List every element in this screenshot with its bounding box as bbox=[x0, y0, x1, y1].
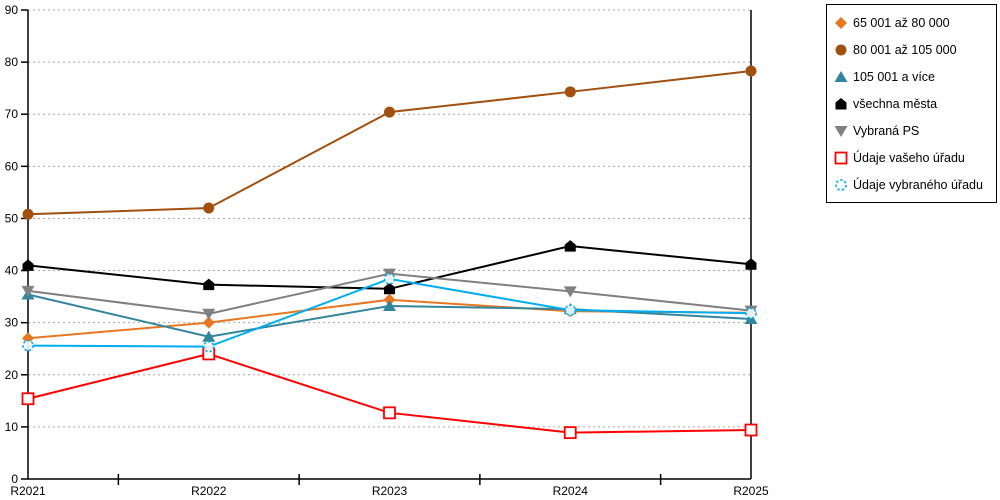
data-point-marker bbox=[384, 106, 395, 118]
y-tick-label: 0 bbox=[11, 472, 18, 486]
data-point-marker bbox=[564, 240, 576, 252]
y-tick-label: 80 bbox=[5, 55, 19, 69]
data-point-marker bbox=[202, 308, 216, 320]
y-tick-label: 60 bbox=[5, 159, 19, 173]
legend-item: 105 001 a více bbox=[833, 63, 990, 90]
data-point-marker bbox=[745, 258, 757, 270]
data-point-marker bbox=[564, 86, 576, 98]
legend-box: 65 001 až 80 000 80 001 až 105 000 105 001… bbox=[826, 4, 997, 203]
data-point-marker bbox=[383, 299, 396, 311]
data-point-marker bbox=[563, 426, 577, 440]
legend-item: 80 001 až 105 000 bbox=[833, 36, 990, 63]
data-point-marker bbox=[563, 286, 577, 298]
legend-label: 105 001 a více bbox=[853, 69, 936, 84]
y-tick-label: 30 bbox=[5, 316, 19, 330]
y-tick-label: 90 bbox=[5, 3, 19, 17]
y-tick-label: 50 bbox=[5, 211, 19, 225]
legend-marker-glyph bbox=[834, 125, 848, 137]
data-point-marker bbox=[383, 273, 396, 285]
diamond-icon bbox=[833, 15, 853, 31]
legend-marker-glyph bbox=[835, 97, 847, 109]
data-point-marker bbox=[835, 97, 847, 109]
x-category-label: R2023 bbox=[372, 484, 408, 498]
triangle-down-icon bbox=[833, 123, 853, 139]
data-point-marker bbox=[21, 285, 35, 297]
legend-marker-glyph bbox=[834, 70, 848, 82]
data-point-marker bbox=[744, 313, 758, 325]
legend-label: Údaje vybraného úřadu bbox=[853, 177, 983, 192]
data-point-marker bbox=[22, 208, 34, 220]
data-point-marker bbox=[21, 392, 35, 406]
legend-item: Údaje vašeho úřadu bbox=[833, 144, 990, 171]
legend-label: všechna města bbox=[853, 96, 938, 111]
x-category-label: R2025 bbox=[733, 484, 769, 498]
legend-marker-glyph bbox=[835, 178, 847, 191]
data-point-marker bbox=[835, 44, 847, 55]
data-point-marker bbox=[745, 65, 757, 77]
data-point-marker bbox=[834, 151, 848, 164]
data-point-marker bbox=[834, 70, 848, 82]
data-point-marker bbox=[835, 16, 847, 29]
data-point-marker bbox=[745, 307, 757, 320]
x-category-label: R2021 bbox=[10, 484, 46, 498]
y-tick-label: 20 bbox=[5, 368, 19, 382]
data-point-marker bbox=[835, 178, 847, 191]
data-point-marker bbox=[383, 293, 396, 306]
data-point-marker bbox=[383, 406, 396, 420]
y-tick-label: 40 bbox=[5, 264, 19, 278]
legend-marker-glyph bbox=[834, 151, 848, 164]
x-category-label: R2022 bbox=[191, 484, 227, 498]
y-tick-label: 10 bbox=[5, 420, 19, 434]
data-point-marker bbox=[384, 282, 395, 295]
legend-marker-glyph bbox=[835, 16, 847, 29]
legend-label: Údaje vašeho úřadu bbox=[853, 150, 965, 165]
data-point-marker bbox=[834, 125, 848, 137]
legend-item: Vybraná PS bbox=[833, 117, 990, 144]
legend-marker-glyph bbox=[835, 44, 847, 55]
x-category-label: R2024 bbox=[553, 484, 589, 498]
data-point-marker bbox=[744, 423, 758, 437]
legend-label: 80 001 až 105 000 bbox=[853, 42, 957, 57]
data-point-marker bbox=[203, 202, 215, 214]
open-circle-dashed-icon bbox=[833, 177, 853, 193]
data-point-marker bbox=[22, 259, 34, 271]
legend-item: Údaje vybraného úřadu bbox=[833, 171, 990, 198]
y-tick-label: 70 bbox=[5, 107, 19, 121]
data-point-marker bbox=[203, 278, 215, 291]
data-point-marker bbox=[202, 316, 215, 329]
open-square-icon bbox=[833, 150, 853, 166]
legend-label: Vybraná PS bbox=[853, 123, 920, 138]
series-line-1 bbox=[27, 69, 752, 216]
legend-item: 65 001 až 80 000 bbox=[833, 9, 990, 36]
circle-icon bbox=[833, 42, 853, 58]
data-point-marker bbox=[564, 304, 577, 316]
data-point-marker bbox=[22, 339, 34, 352]
data-point-marker bbox=[202, 340, 215, 353]
pentagon-icon bbox=[833, 96, 853, 112]
data-point-marker bbox=[202, 330, 216, 342]
legend-item: všechna města bbox=[833, 90, 990, 117]
legend-label: 65 001 až 80 000 bbox=[853, 15, 950, 30]
triangle-up-icon bbox=[833, 69, 853, 85]
series-line-5 bbox=[27, 352, 752, 434]
